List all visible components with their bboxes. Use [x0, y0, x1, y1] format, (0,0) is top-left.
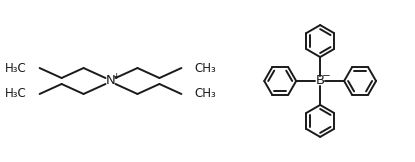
Text: +: +	[112, 71, 120, 81]
Text: H₃C: H₃C	[5, 87, 27, 100]
Text: CH₃: CH₃	[194, 62, 216, 75]
Text: H₃C: H₃C	[5, 62, 27, 75]
Text: N: N	[106, 75, 115, 87]
Text: CH₃: CH₃	[194, 87, 216, 100]
Text: B: B	[315, 75, 325, 87]
Text: −: −	[322, 71, 330, 81]
